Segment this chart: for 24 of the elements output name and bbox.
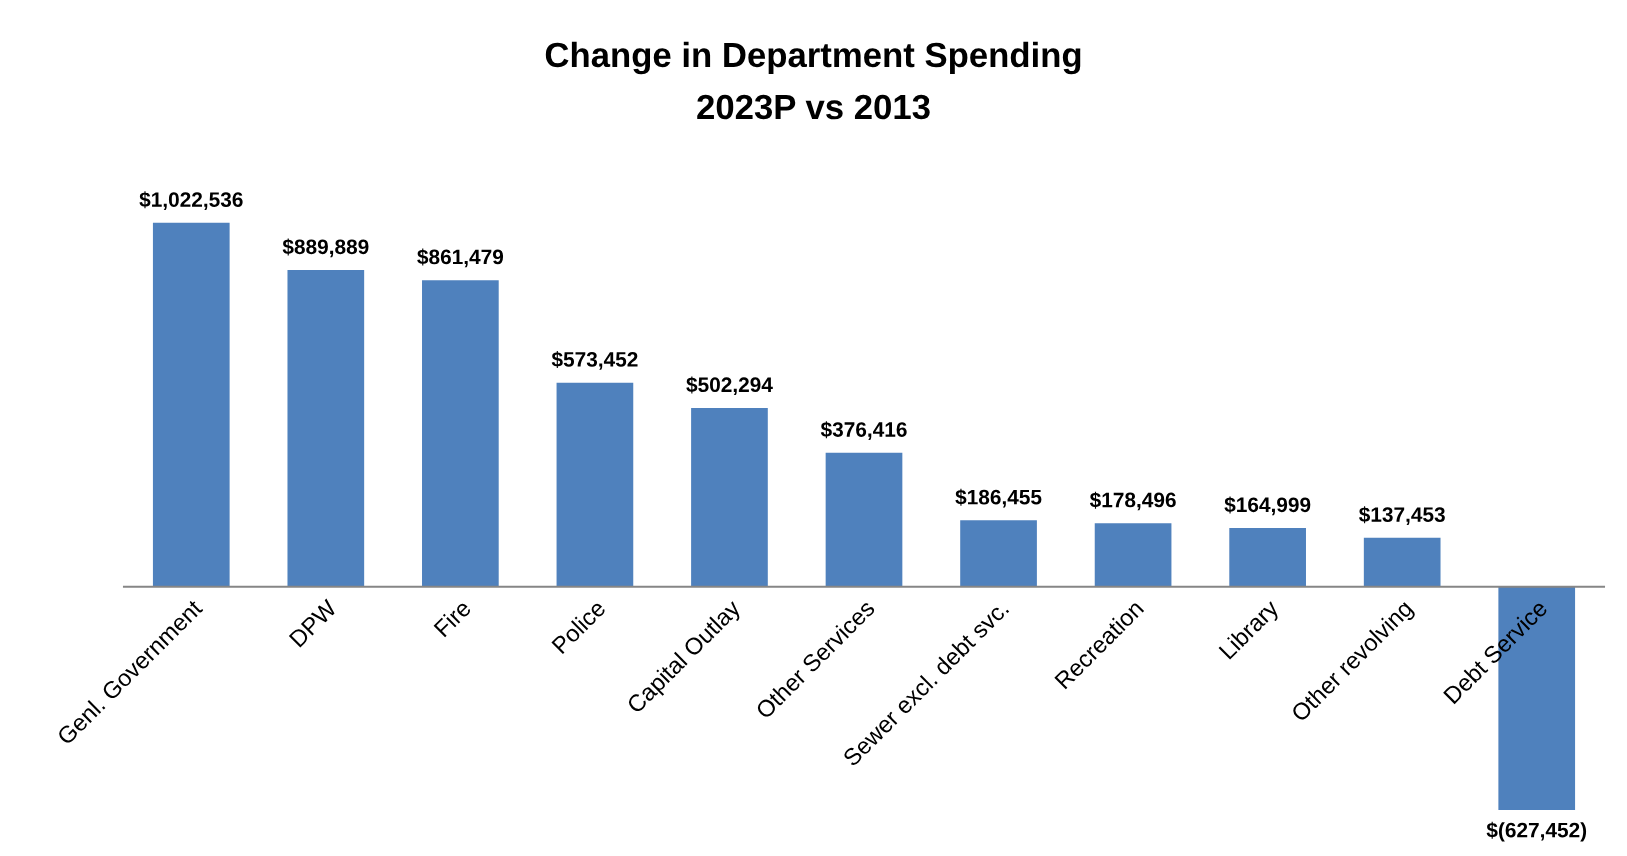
bar (287, 270, 365, 587)
bar (960, 520, 1037, 587)
bar (556, 382, 634, 587)
bar (152, 222, 230, 587)
bar (1229, 528, 1306, 587)
bar (1094, 523, 1172, 587)
x-tick-label: Fire (432, 598, 472, 638)
data-label: $502,294 (686, 376, 773, 396)
data-label: $137,453 (1359, 506, 1445, 525)
data-label: $889,889 (282, 238, 369, 258)
bar (422, 280, 499, 587)
chart-title: Change in Department Spending (545, 41, 1081, 75)
bar (1363, 537, 1441, 587)
bar (825, 452, 903, 587)
data-label: $(627,452) (1486, 821, 1587, 842)
data-label: $861,479 (417, 248, 504, 268)
data-label: $1,022,536 (139, 191, 243, 210)
data-label: $186,455 (955, 488, 1042, 508)
data-label: $164,999 (1224, 496, 1311, 516)
bar (691, 407, 768, 587)
data-label: $178,496 (1089, 491, 1176, 511)
data-label: $376,416 (820, 421, 907, 440)
data-label: $573,452 (551, 351, 638, 370)
chart-subtitle: 2023P vs 2013 (697, 94, 930, 120)
